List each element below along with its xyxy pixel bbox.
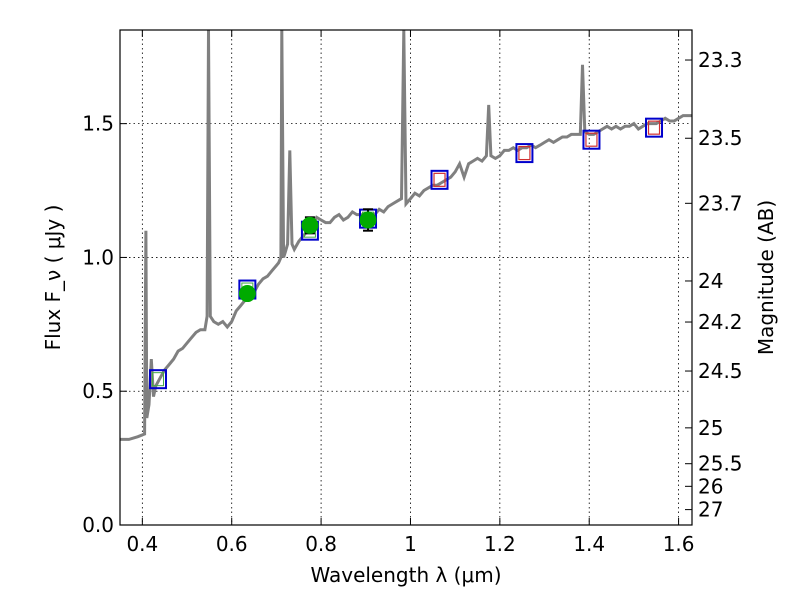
observed-point: [359, 211, 377, 229]
plot-area: [120, 29, 692, 441]
mag-tick-label: 23.5: [698, 126, 743, 150]
x-tick-label: 1.6: [663, 532, 695, 556]
x-tick-label: 0.4: [126, 532, 158, 556]
mag-tick-label: 24.2: [698, 310, 743, 334]
mag-tick-label: 25.5: [698, 452, 743, 476]
mag-tick-label: 23.7: [698, 191, 743, 215]
y-tick-label: 1.0: [82, 245, 114, 269]
markers: [148, 117, 664, 390]
model-square: [582, 129, 601, 150]
model-square: [430, 169, 449, 190]
model-square-inner: [518, 145, 531, 161]
y-tick-label: 1.5: [82, 112, 114, 136]
grid-lines: [120, 30, 692, 526]
model-square-inner: [151, 372, 164, 387]
mag-tick-label: 27: [698, 498, 723, 522]
mag-tick-label: 25: [698, 416, 723, 440]
model-square-inner: [585, 132, 598, 147]
y-axis-title: Flux F_ν ( μJy ): [41, 205, 65, 351]
spectrum-line: [120, 29, 692, 441]
x-tick-label: 1.2: [484, 532, 516, 556]
x-tick-label: 1.4: [573, 532, 605, 556]
x-tick-label: 0.6: [216, 532, 248, 556]
model-square: [645, 117, 664, 138]
mag-tick-label: 24.5: [698, 359, 743, 383]
observed-point: [238, 285, 256, 303]
model-square: [148, 369, 167, 390]
x-tick-label: 0.8: [305, 532, 337, 556]
plot-frame: [119, 29, 693, 526]
model-square-inner: [433, 172, 446, 187]
mag-tick-label: 26: [698, 474, 723, 498]
x-tick-label: 1: [404, 532, 417, 556]
model-square: [515, 143, 534, 164]
right-axis-title: Magnitude (AB): [754, 200, 778, 355]
mag-tick-label: 24: [698, 269, 723, 293]
y-tick-label: 0.5: [82, 379, 114, 403]
mag-tick-label: 23.3: [698, 48, 743, 72]
model-square-inner: [647, 120, 661, 135]
x-axis-title: Wavelength λ (μm): [310, 563, 501, 587]
axis-ticks: 0.4 0.6 0.8 1 1.2 1.4 1.6 0.0 0.5 1.0 1.5 23.3 23.5 2…: [82, 30, 743, 556]
y-tick-label: 0.0: [82, 513, 114, 537]
observed-point: [301, 216, 319, 234]
